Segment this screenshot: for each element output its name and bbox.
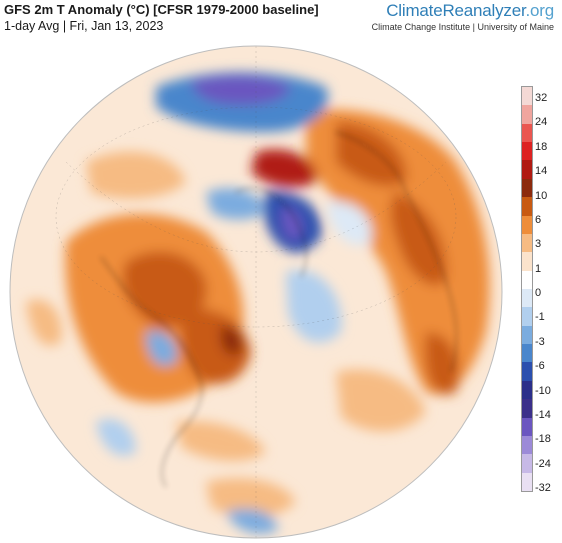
legend-color-band xyxy=(522,399,532,419)
legend-label: 24 xyxy=(535,116,548,129)
legend-label: 32 xyxy=(535,92,548,104)
legend-color-band xyxy=(522,307,532,327)
legend-color-band xyxy=(522,178,532,198)
legend-color-band xyxy=(522,142,532,161)
legend-color-band xyxy=(522,215,532,235)
legend-label: -3 xyxy=(535,335,545,348)
legend-label: -6 xyxy=(535,360,545,373)
legend-label: 0 xyxy=(535,287,542,299)
legend-label: 3 xyxy=(535,238,542,251)
legend-color-band xyxy=(522,197,532,217)
legend-label: 18 xyxy=(535,140,548,153)
legend-label: -32 xyxy=(535,482,551,494)
legend-label: 1 xyxy=(535,262,542,275)
legend-color-band xyxy=(522,325,532,345)
brand-affiliation: Climate Change Institute | University of… xyxy=(371,22,554,32)
legend-label: -24 xyxy=(535,457,551,470)
map-title: GFS 2m T Anomaly (°C) [CFSR 1979-2000 ba… xyxy=(4,2,319,17)
legend-color-band xyxy=(522,362,532,382)
legend-color-band xyxy=(522,472,532,492)
legend-label: 10 xyxy=(535,189,548,202)
legend-label: -10 xyxy=(535,384,551,397)
legend-color-band xyxy=(522,270,532,290)
legend-label: -14 xyxy=(535,408,551,421)
legend-color-band xyxy=(522,344,532,363)
brand-logo[interactable]: ClimateReanalyzer.org xyxy=(386,1,554,21)
brand-name: ClimateReanalyzer xyxy=(386,1,526,20)
legend-color-band xyxy=(522,123,532,143)
legend-color-band xyxy=(522,289,532,308)
color-scale-bar xyxy=(521,86,533,492)
legend-color-band xyxy=(522,454,532,474)
legend-color-band xyxy=(522,160,532,180)
legend-label: 14 xyxy=(535,165,548,178)
legend-color-band xyxy=(522,252,532,272)
legend-color-band xyxy=(522,105,532,125)
legend-label: 6 xyxy=(535,213,542,226)
color-scale-legend: 32 24 18 14 10 6 3 1 0 -1 -3 -6 -10 -14 -18 -24 -32 xyxy=(521,86,559,494)
legend-label: -18 xyxy=(535,433,551,446)
map-subtitle: 1-day Avg | Fri, Jan 13, 2023 xyxy=(4,19,164,33)
brand-domain: .org xyxy=(525,1,555,20)
legend-color-band xyxy=(522,435,532,455)
legend-color-band xyxy=(522,87,532,106)
legend-color-band xyxy=(522,233,532,253)
legend-label: -1 xyxy=(535,311,545,324)
legend-color-band xyxy=(522,380,532,400)
legend-color-band xyxy=(522,417,532,437)
temperature-anomaly-globe xyxy=(9,45,503,539)
